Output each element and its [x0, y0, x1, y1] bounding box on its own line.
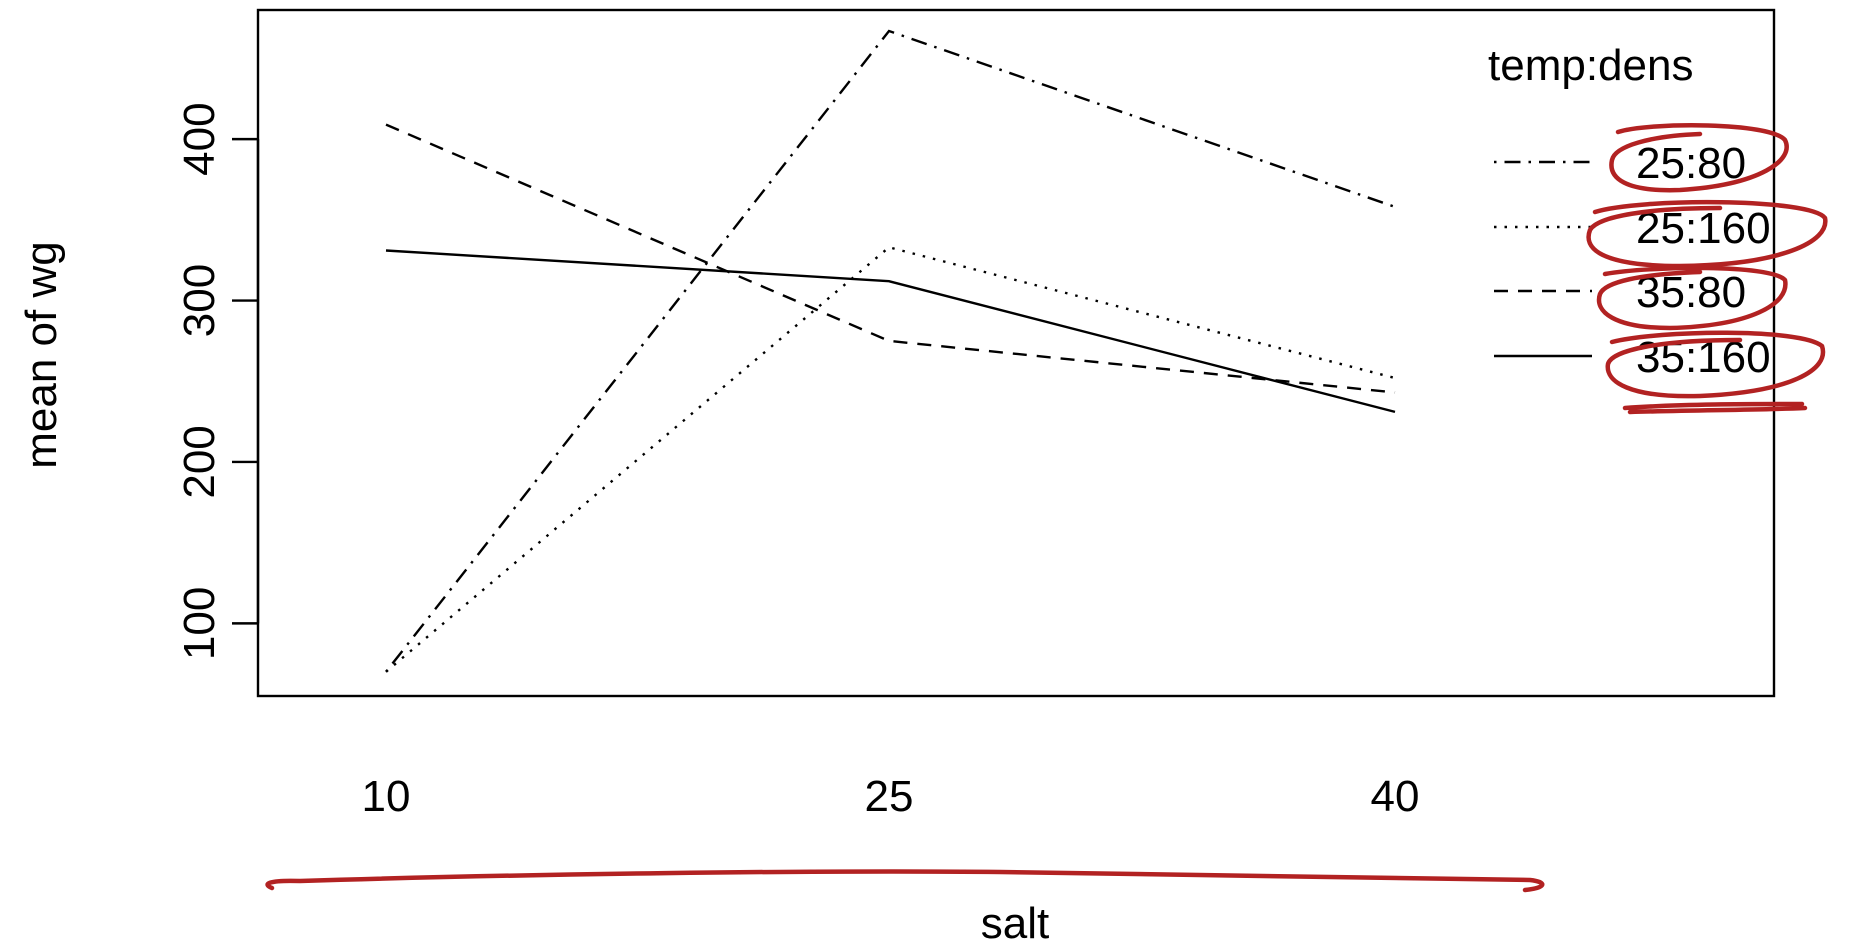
- annotation-x-axis-brace: [265, 869, 1545, 893]
- y-tick-label-200: 200: [175, 425, 224, 498]
- y-tick-label-100: 100: [175, 587, 224, 660]
- legend-label-25-80: 25:80: [1636, 139, 1746, 188]
- x-axis-labels: 10 25 40: [362, 772, 1420, 821]
- series-lines: [385, 29, 1396, 673]
- annotation-circle-35-80: [1596, 265, 1788, 331]
- x-category-label-25: 25: [865, 772, 914, 821]
- y-axis-title: mean of wg: [17, 241, 66, 468]
- annotation-circle-25-160: [1586, 199, 1828, 269]
- y-tick-label-400: 400: [175, 102, 224, 175]
- y-tick-label-300: 300: [175, 264, 224, 337]
- x-axis-title: salt: [981, 899, 1049, 946]
- annotation-circle-35-160: [1605, 330, 1826, 399]
- legend-title: temp:dens: [1488, 41, 1693, 90]
- annotation-circle-25-80: [1609, 123, 1789, 193]
- x-category-label-10: 10: [362, 772, 411, 821]
- hand-drawn-annotations: [265, 123, 1828, 893]
- y-axis: 100 200 300 400: [175, 102, 260, 660]
- x-category-label-40: 40: [1371, 772, 1420, 821]
- series-line-25-160: [385, 245, 1396, 673]
- series-line-25-80: [385, 29, 1396, 673]
- series-line-35-160: [385, 249, 1396, 414]
- annotation-underline-legend: [1622, 401, 1808, 415]
